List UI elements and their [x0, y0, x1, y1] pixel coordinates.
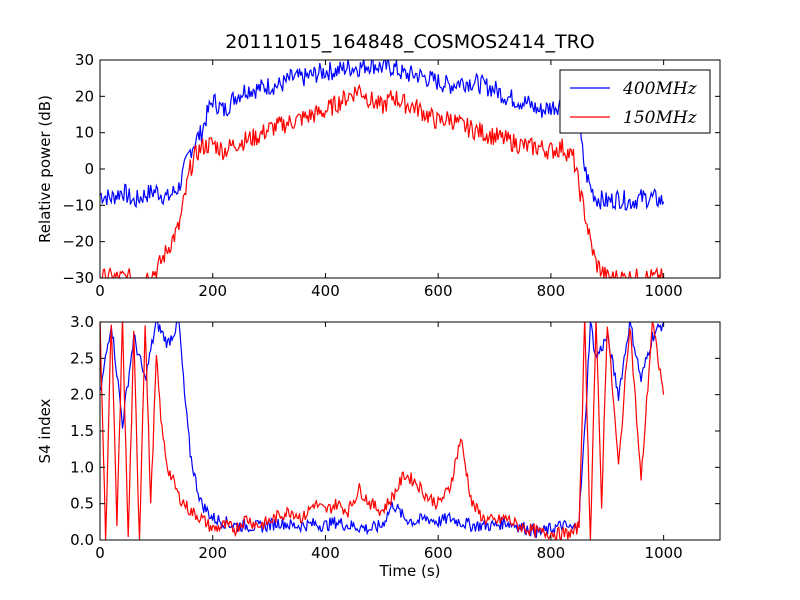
y-axis-label: Relative power (dB) — [36, 95, 54, 243]
y-tick-label: 2.5 — [70, 349, 94, 367]
panel-1: 0 200 400 600 800 1000 −30 −20 −10 0 10 20 30 Relativ… — [36, 51, 721, 300]
y-tick-label: 0.0 — [70, 531, 94, 549]
panel-2: 0 200 400 600 800 1000 0.0 0.5 1.0 1.5 2.0 2.5 3.0 S4… — [36, 313, 721, 580]
y-tick-label: 2.0 — [70, 386, 94, 404]
y-tick-label: 30 — [75, 51, 94, 69]
y-tick-label: −10 — [62, 196, 94, 214]
y-tick-label: 0 — [84, 160, 94, 178]
y-tick-label: −30 — [62, 269, 94, 287]
series-line-150mhz — [100, 83, 664, 278]
x-tick-label: 600 — [424, 544, 453, 562]
y-axis-label: S4 index — [36, 398, 54, 463]
y-tick-label: 20 — [75, 87, 94, 105]
legend-label-400mhz: 400MHz — [622, 79, 698, 99]
x-tick-label: 1000 — [645, 282, 683, 300]
y-tick-label: −20 — [62, 233, 94, 251]
x-tick-label: 200 — [198, 282, 227, 300]
y-tick-label: 0.5 — [70, 495, 94, 513]
legend-box — [559, 69, 711, 134]
x-tick-label: 0 — [95, 282, 105, 300]
x-tick-label: 0 — [95, 544, 105, 562]
y-tick-label: 10 — [75, 124, 94, 142]
legend-label-150mhz: 150MHz — [623, 108, 698, 128]
series-line-150mhz — [100, 322, 665, 540]
x-tick-label: 800 — [537, 544, 566, 562]
x-tick-label: 400 — [311, 544, 340, 562]
x-axis-label: Time (s) — [379, 562, 441, 580]
x-tick-label: 200 — [198, 544, 227, 562]
legend: 400MHz 150MHz — [559, 69, 711, 134]
y-tick-label: 1.5 — [70, 422, 94, 440]
x-tick-label: 400 — [311, 282, 340, 300]
y-tick-label: 3.0 — [70, 313, 94, 331]
chart-title: 20111015_164848_COSMOS2414_TRO — [225, 31, 595, 53]
panels: 0 200 400 600 800 1000 −30 −20 −10 0 10 20 30 Relativ… — [36, 51, 721, 580]
x-tick-label: 1000 — [645, 544, 683, 562]
series-line-400mhz — [100, 322, 665, 538]
x-tick-label: 600 — [424, 282, 453, 300]
y-tick-label: 1.0 — [70, 458, 94, 476]
x-tick-label: 800 — [537, 282, 566, 300]
